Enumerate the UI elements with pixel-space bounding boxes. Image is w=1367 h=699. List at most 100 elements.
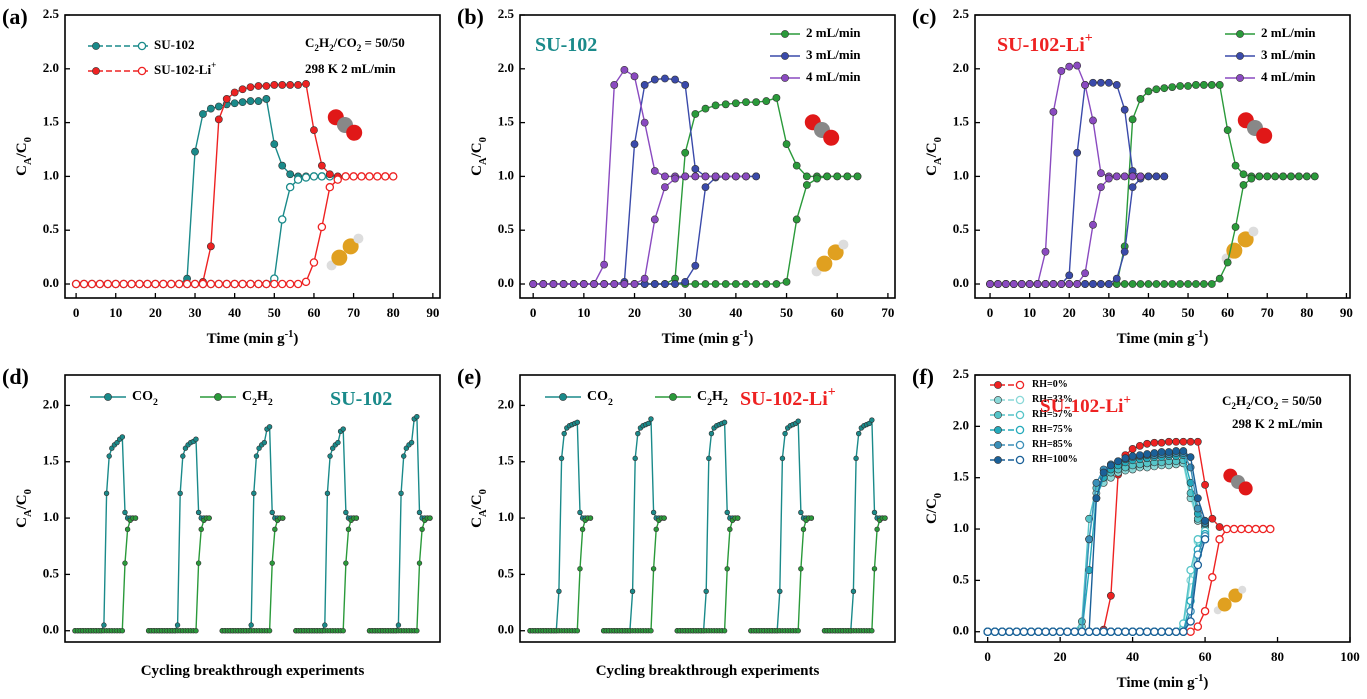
data-point (190, 279, 200, 289)
data-point (882, 515, 888, 521)
legend-marker (1236, 74, 1244, 82)
data-point (1168, 83, 1177, 91)
y-tick-label: 0.0 (498, 275, 514, 290)
data-point (182, 279, 192, 289)
legend-marker (559, 393, 567, 401)
series-line (530, 416, 885, 632)
data-point (1160, 84, 1169, 93)
data-point (1263, 172, 1272, 181)
data-point (106, 453, 112, 459)
x-tick-label: 0 (530, 305, 537, 320)
data-point (1057, 67, 1066, 75)
series-line (987, 531, 1206, 633)
y-tick-label: 0.0 (953, 623, 969, 638)
data-point (661, 172, 669, 181)
data-point (1164, 448, 1173, 456)
data-point (103, 490, 110, 496)
data-point (1026, 627, 1036, 636)
data-point (1258, 524, 1268, 534)
data-point (266, 424, 273, 430)
data-point (587, 515, 594, 521)
data-point (191, 147, 199, 156)
data-point (1089, 116, 1097, 125)
panel-label: (e) (457, 364, 481, 389)
y-tick-label: 1.0 (953, 520, 969, 535)
data-point (278, 161, 287, 170)
data-point (238, 279, 247, 289)
data-point (317, 172, 327, 181)
legend-label: 2 mL/min (1261, 25, 1316, 40)
data-point (353, 515, 360, 521)
data-point (1120, 247, 1129, 256)
series-line (990, 82, 1165, 285)
data-point (277, 279, 287, 289)
data-point (742, 172, 750, 181)
data-point (1085, 535, 1094, 544)
annotation: SU-102 (330, 388, 392, 410)
data-point (630, 140, 639, 149)
series-line (76, 98, 330, 285)
data-point (721, 100, 730, 109)
legend-marker (92, 42, 100, 50)
legend-marker (1236, 30, 1244, 38)
data-point (1215, 81, 1224, 89)
data-point (529, 280, 538, 288)
y-tick-label: 2.5 (498, 6, 515, 21)
y-tick-label: 1.5 (498, 453, 515, 468)
data-point (1186, 565, 1195, 575)
data-point (1164, 627, 1174, 636)
data-point (1168, 280, 1177, 288)
data-point (261, 439, 268, 446)
legend-label: 2 mL/min (806, 25, 861, 40)
data-point (419, 526, 425, 533)
panel: (b) Time (min g-1) CA/C0 0.0 0.5 1.0 1.5 2.0 2.5… (457, 4, 896, 347)
data-point (1222, 524, 1232, 534)
data-point (1247, 174, 1256, 183)
annotation: SU-102-Li+ (997, 31, 1093, 56)
data-point (246, 97, 255, 105)
data-point (159, 279, 168, 289)
x-axis-label: Time (min g-1) (1117, 673, 1209, 692)
legend-marker (994, 381, 1002, 389)
data-point (270, 140, 279, 149)
data-point (246, 83, 255, 91)
x-tick-label: 30 (189, 305, 202, 320)
co2-icon (1223, 468, 1253, 496)
data-point (650, 509, 657, 516)
y-tick-label: 2.5 (953, 366, 970, 381)
data-point (1104, 174, 1113, 183)
data-point (1251, 524, 1261, 534)
data-point (869, 417, 875, 423)
data-point (701, 172, 710, 181)
x-axis-label: Cycling breakthrough experiments (141, 663, 365, 679)
series-line (987, 530, 1206, 633)
plot-frame (519, 14, 896, 299)
data-point (1150, 627, 1159, 636)
data-point (262, 82, 271, 90)
legend-marker (994, 441, 1002, 449)
data-point (731, 280, 740, 288)
y-tick-label: 0.0 (43, 622, 59, 637)
data-point (1144, 172, 1153, 181)
data-point (1239, 170, 1248, 179)
y-tick-label: 2.0 (953, 60, 969, 75)
series-line (987, 528, 1271, 633)
data-point (648, 416, 654, 422)
data-point (661, 74, 669, 83)
data-point (1128, 280, 1137, 288)
data-point (681, 81, 690, 89)
data-point (1176, 82, 1185, 90)
molecule-icons (326, 109, 1273, 615)
data-point (850, 588, 857, 595)
data-point (1128, 627, 1137, 636)
data-point (1152, 280, 1161, 288)
data-point (317, 222, 327, 232)
data-point (246, 279, 255, 289)
data-point (1160, 280, 1169, 288)
legend-label: RH=57% (1032, 409, 1073, 420)
data-point (1200, 535, 1210, 544)
data-point (294, 81, 302, 89)
data-point (691, 110, 700, 118)
y-tick-label: 1.0 (43, 509, 59, 524)
data-point (1081, 81, 1089, 89)
